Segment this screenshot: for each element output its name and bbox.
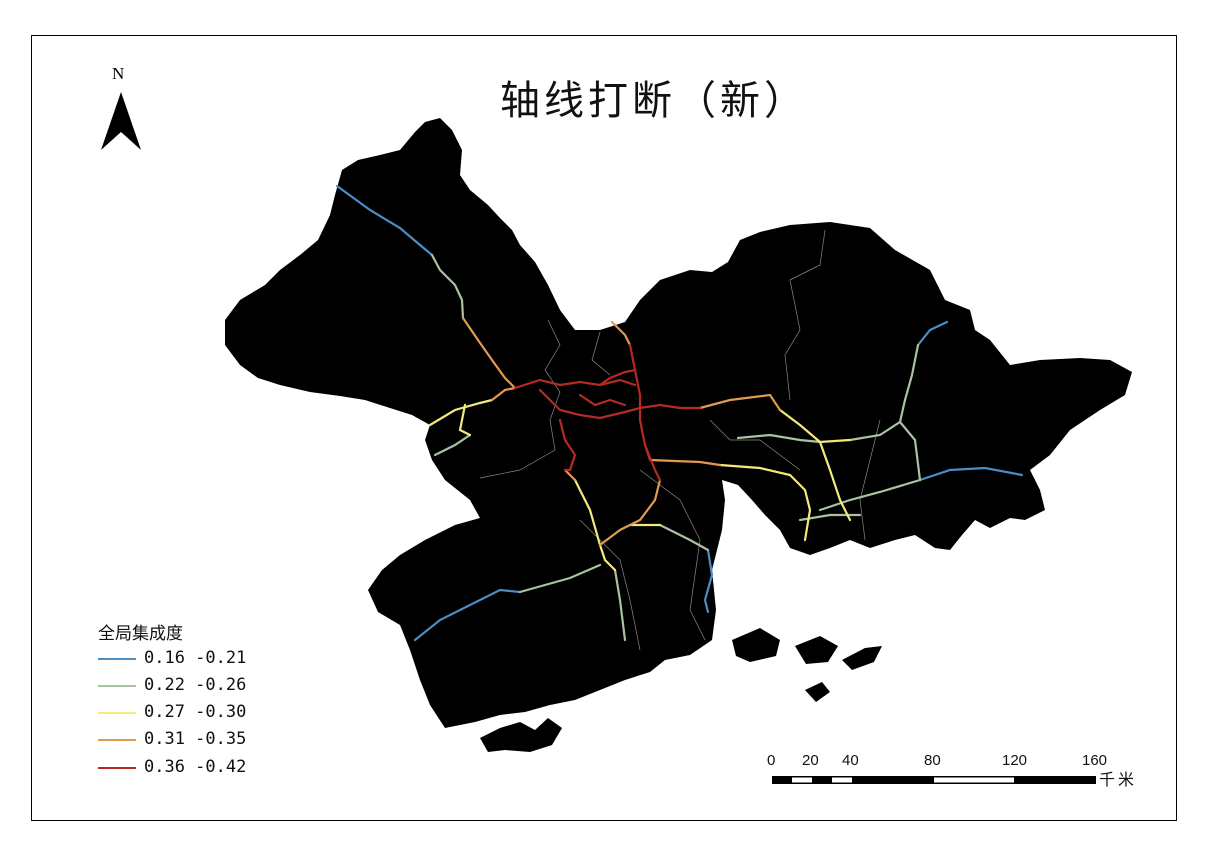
legend-swatch [98, 739, 136, 741]
axis-network [335, 184, 1024, 642]
scale-tick-label: 0 [767, 752, 776, 769]
scale-tick-label: 40 [842, 752, 859, 769]
scale-tick-label: 80 [924, 752, 941, 769]
legend-label: 0.36 -0.42 [144, 757, 247, 777]
island-6 [940, 512, 968, 540]
island-2 [732, 628, 780, 662]
island-4 [842, 646, 882, 670]
legend-swatch [98, 685, 136, 687]
legend-label: 0.27 -0.30 [144, 702, 247, 722]
north-arrow-label: N [112, 64, 125, 83]
scale-tick-label: 20 [802, 752, 819, 769]
region-landmass [225, 118, 1132, 728]
map-title: 轴线打断（新） [500, 78, 808, 124]
legend-swatch [98, 712, 136, 714]
legend-label: 0.16 -0.21 [144, 648, 247, 668]
legend-label: 0.31 -0.35 [144, 729, 247, 749]
north-arrow-icon [101, 92, 141, 150]
legend-swatch [98, 658, 136, 660]
scale-tick-label: 160 [1082, 752, 1108, 769]
legend-title: 全局集成度 [98, 624, 183, 644]
island-3 [795, 636, 838, 664]
scale-tick-label: 120 [1002, 752, 1028, 769]
island-5 [805, 682, 830, 702]
island-1 [480, 718, 562, 752]
scale-bar [772, 776, 1096, 784]
legend-swatch [98, 767, 136, 769]
scale-unit: 千米 [1099, 770, 1138, 789]
legend-label: 0.22 -0.26 [144, 675, 247, 695]
